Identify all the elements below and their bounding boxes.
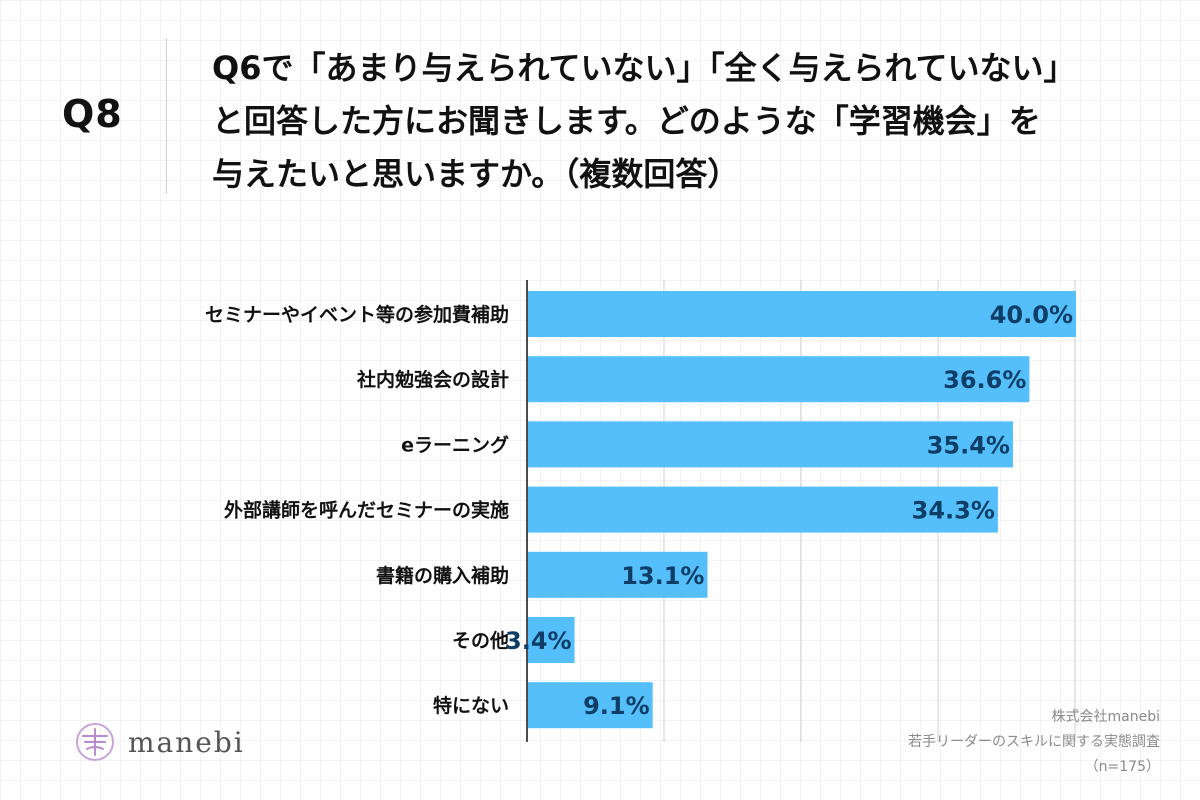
question-line-3: 与えたいと思いますか。（複数回答） [212,155,740,193]
category-label: 社内勉強会の設計 [356,368,509,391]
brand-logo: manebi [74,722,245,762]
value-label: 35.4% [927,431,1010,459]
bar [528,291,1076,337]
value-label: 13.1% [621,562,704,590]
category-label: 特にない [433,695,509,717]
question-line-2: と回答した方にお聞きします。どのような「学習機会」を [212,102,1041,140]
logo-text: manebi [128,725,245,759]
bar [528,682,653,729]
bar [528,617,575,663]
manebi-logo-icon [76,723,114,761]
footer-survey: 若手リーダーのスキルに関する実態調査 [908,734,1160,750]
footer-credits: 株式会社manebi 若手リーダーのスキルに関する実態調査 （n=175） [908,705,1160,780]
footer-sample: （n=175） [1084,759,1160,775]
category-label: 書籍の購入補助 [376,564,509,587]
bar [528,551,708,598]
category-labels: セミナーやイベント等の参加費補助 40.0% 社内勉強会の設計 36.6% eラーニング… [205,301,1073,720]
bars [528,291,1076,729]
question-divider [166,38,167,194]
footer-company: 株式会社manebi [1051,709,1160,725]
value-label: 34.3% [912,497,995,525]
category-label: eラーニング [401,433,509,456]
question-text: Q6で「あまり与えられていない」「全く与えられていない」 と回答した方にお聞きし… [212,42,1172,201]
value-label: 3.4% [505,627,572,655]
bar [528,486,998,533]
value-label: 9.1% [583,692,650,720]
category-label: その他 [452,629,509,652]
bar [528,356,1030,403]
bar [528,421,1013,468]
category-label: 外部講師を呼んだセミナーの実施 [224,499,509,522]
category-label: セミナーやイベント等の参加費補助 [205,303,509,326]
question-number: Q8 [62,92,123,136]
value-label: 40.0% [990,301,1073,329]
value-label: 36.6% [943,366,1026,394]
question-line-1: Q6で「あまり与えられていない」「全く与えられていない」 [212,49,1076,87]
